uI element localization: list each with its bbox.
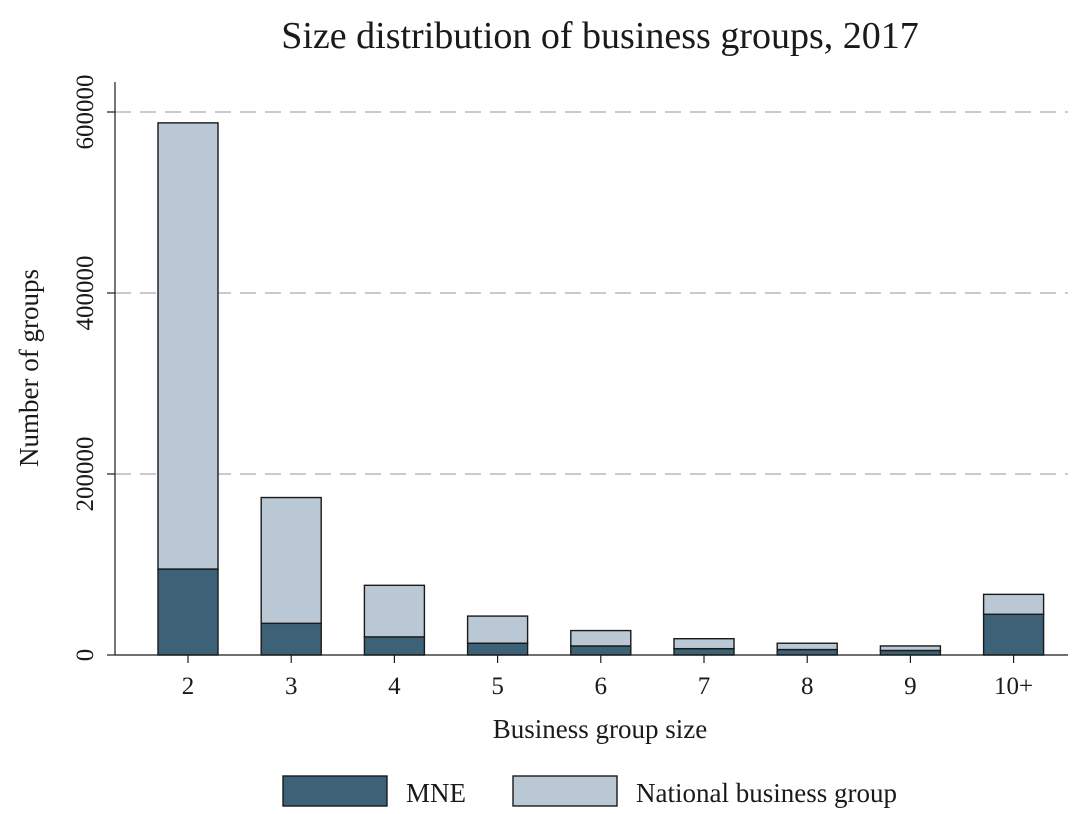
bar-mne-5 [466, 642, 529, 656]
legend-label-mne: MNE [406, 778, 466, 808]
x-axis-ticks: 2 3 4 5 6 7 8 9 10+ [182, 655, 1033, 700]
y-tick-label: 400000 [72, 256, 99, 331]
bar-national-4 [363, 584, 426, 638]
bar-mne-2 [157, 568, 219, 656]
bar-mne-10plus [982, 613, 1045, 656]
bar-national-10plus [982, 593, 1045, 615]
y-tick-label: 0 [72, 649, 99, 662]
legend-swatch-national [512, 775, 618, 807]
x-tick-label: 8 [801, 673, 814, 700]
y-tick-label: 600000 [72, 75, 99, 150]
gridlines [115, 111, 1068, 475]
x-tick-label: 4 [388, 673, 401, 700]
bar-national-6 [570, 629, 632, 647]
legend: MNE National business group [282, 775, 897, 808]
x-tick-label: 10+ [994, 673, 1033, 700]
legend-label-national: National business group [636, 778, 897, 808]
legend-swatch-mne [282, 775, 388, 807]
y-axis-title: Number of groups [14, 269, 44, 467]
bar-mne-4 [363, 636, 426, 656]
x-axis-title: Business group size [493, 714, 708, 744]
y-axis-ticks: 0 200000 400000 600000 [72, 75, 115, 662]
bar-national-3 [260, 496, 322, 625]
y-tick-label: 200000 [72, 437, 99, 512]
bar-national-7 [673, 638, 735, 650]
bars [157, 122, 1045, 656]
bar-national-9 [879, 645, 942, 652]
x-tick-label: 7 [698, 673, 711, 700]
bar-mne-8 [776, 648, 838, 656]
chart-title: Size distribution of business groups, 20… [281, 15, 919, 57]
x-tick-label: 9 [904, 673, 917, 700]
bar-national-2 [157, 122, 219, 570]
x-tick-label: 5 [491, 673, 504, 700]
bar-national-5 [466, 615, 529, 644]
bar-mne-3 [260, 622, 322, 656]
bar-mne-7 [673, 647, 735, 656]
x-tick-label: 2 [182, 673, 195, 700]
bar-national-8 [776, 642, 838, 651]
x-tick-label: 6 [595, 673, 608, 700]
x-tick-label: 3 [285, 673, 298, 700]
bar-mne-6 [570, 645, 632, 656]
